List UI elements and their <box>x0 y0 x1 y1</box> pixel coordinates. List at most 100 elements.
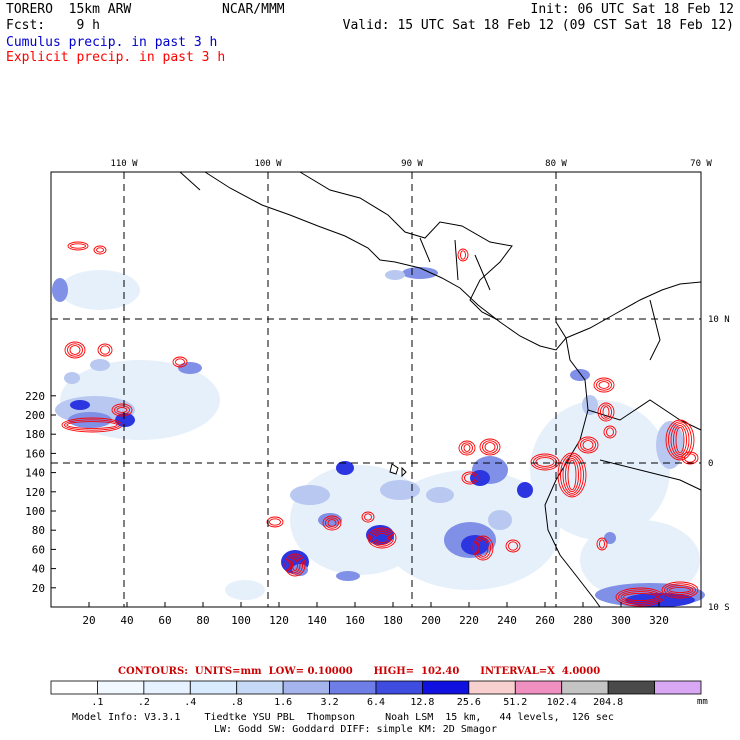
y-tick-label: 220 <box>25 390 45 403</box>
y-tick-label: 160 <box>25 447 45 460</box>
precip-contour <box>684 453 696 463</box>
precip-contour <box>114 405 130 415</box>
colorbar-tick-label: .2 <box>138 697 150 708</box>
longitude-label: 110 W <box>110 159 138 169</box>
colorbar-tick-label: .4 <box>184 697 196 708</box>
precip-area <box>336 461 354 475</box>
precip-contour <box>508 541 518 551</box>
precip-contour <box>66 421 118 429</box>
latitude-labels: 10 N 0 10 S <box>708 315 730 613</box>
precip-contour <box>593 377 615 393</box>
precip-contour <box>580 438 596 452</box>
field2-label: Explicit precip. in past 3 h <box>6 50 226 65</box>
precip-contour <box>596 379 612 391</box>
precip-contour <box>484 442 496 452</box>
colorbar-labels: .1 .2 .4 .8 1.6 3.2 6.4 12.8 25.6 51.2 102.4 204.8 <box>91 697 623 708</box>
precip-contour <box>96 247 104 253</box>
colorbar-swatch <box>143 680 191 695</box>
precip-contour <box>458 440 476 456</box>
colorbar-tick-label: 25.6 <box>457 697 481 708</box>
precip-contour <box>461 471 479 485</box>
colorbar-tick-label: 204.8 <box>593 697 623 708</box>
explicit-precip-contours <box>61 241 699 607</box>
longitude-label: 70 W <box>690 159 712 169</box>
colorbar-swatch <box>561 680 609 695</box>
colorbar-tick-label: 1.6 <box>274 697 292 708</box>
colorbar-swatch <box>50 680 98 695</box>
precip-contour <box>603 425 617 439</box>
precip-area <box>488 510 512 530</box>
contour-units: UNITS=mm <box>194 666 262 677</box>
precip-contour <box>598 381 610 389</box>
latitude-label: 10 S <box>708 603 730 613</box>
precip-contour <box>322 515 342 531</box>
lat-lon-grid <box>51 172 701 607</box>
precip-area <box>225 580 265 600</box>
model-info-line2: LW: Godd SW: Goddard DIFF: simple KM: 2D… <box>214 724 497 735</box>
latitude-label: 0 <box>708 459 713 469</box>
precip-contour <box>64 419 120 431</box>
country-borders <box>179 171 491 291</box>
colorbar-swatch <box>654 680 702 695</box>
country-borders-south <box>587 299 702 491</box>
x-tick-label: 260 <box>535 614 555 627</box>
y-tick-label: 200 <box>25 409 45 422</box>
precip-area <box>426 487 454 503</box>
coastlines <box>179 171 702 608</box>
colorbar-swatch <box>97 680 145 695</box>
coastline-caribbean <box>299 171 513 321</box>
colorbar-units: mm <box>697 697 708 707</box>
precip-contour <box>596 537 608 551</box>
x-tick-label: 220 <box>459 614 479 627</box>
precip-contour <box>670 423 690 457</box>
precip-area <box>380 480 420 500</box>
y-tick-label: 80 <box>32 524 45 537</box>
precip-contour <box>479 438 501 456</box>
y-tick-label: 40 <box>32 563 45 576</box>
precip-area <box>336 571 360 581</box>
precip-contour <box>615 587 665 607</box>
precip-contour <box>97 343 113 357</box>
forecast-hour: Fcst: 9 h <box>6 18 100 33</box>
precip-contour <box>292 558 298 572</box>
latitude-label: 10 N <box>708 315 730 325</box>
precip-contour <box>64 341 86 359</box>
precip-contour <box>606 427 614 437</box>
init-time: Init: 06 UTC Sat 18 Feb 12 <box>530 2 735 17</box>
precip-area <box>292 564 308 576</box>
coastline-pacific-south-america <box>544 337 601 608</box>
precip-contour <box>172 356 188 368</box>
precip-contour <box>623 592 657 602</box>
precip-contour <box>673 424 687 456</box>
precip-contour <box>116 407 128 413</box>
x-tick-label: 200 <box>421 614 441 627</box>
x-axis-ticks: 20 40 60 80 100 120 140 160 180 200 220 240 260 280 30… <box>82 602 669 627</box>
colorbar-tick-label: 3.2 <box>321 697 339 708</box>
longitude-label: 80 W <box>545 159 567 169</box>
precip-contour <box>372 531 392 545</box>
colorbar-tick-label: 6.4 <box>367 697 385 708</box>
precip-area <box>570 369 590 381</box>
colorbar-swatch <box>422 680 470 695</box>
contour-interval: INTERVAL=X 4.0000 <box>480 666 601 677</box>
precip-contour <box>557 452 587 498</box>
precip-area <box>115 413 135 427</box>
precip-area <box>90 359 110 371</box>
precip-contour <box>600 404 612 420</box>
precip-area <box>60 270 140 310</box>
precip-contour <box>475 537 491 559</box>
longitude-labels: 110 W 100 W 90 W 80 W 70 W <box>110 159 712 169</box>
precip-contour <box>325 517 339 529</box>
precip-contour <box>675 426 685 454</box>
precip-contour <box>562 456 582 494</box>
colorbar-tick-label: 12.8 <box>410 697 434 708</box>
contour-high: HIGH= 102.40 <box>373 666 460 677</box>
precip-area <box>582 395 598 415</box>
model-label: TORERO 15km ARW <box>6 2 132 17</box>
precip-contour <box>269 518 281 526</box>
y-tick-label: 100 <box>25 505 45 518</box>
precip-contour <box>266 516 284 528</box>
precip-contour <box>567 459 577 491</box>
field1-label: Cumulus precip. in past 3 h <box>6 35 218 50</box>
